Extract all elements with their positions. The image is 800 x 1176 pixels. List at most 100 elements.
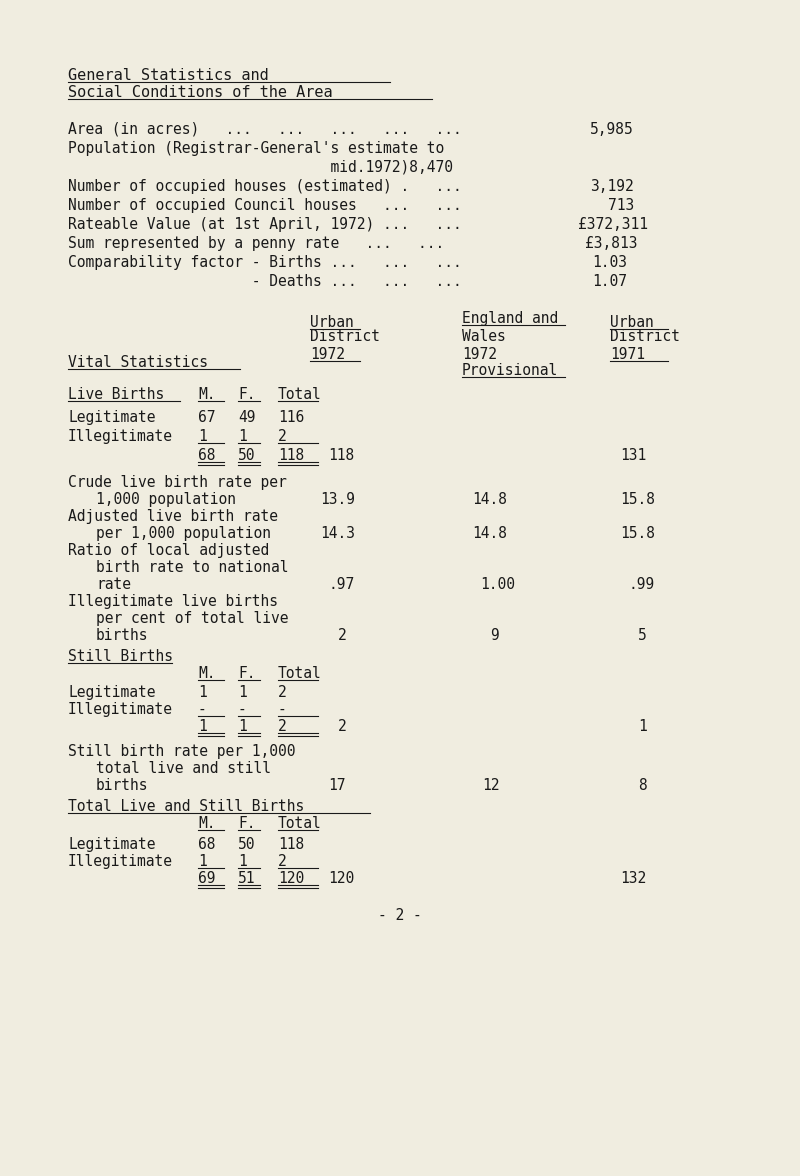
Text: 131: 131 [620,448,646,463]
Text: Total Live and Still Births: Total Live and Still Births [68,799,304,814]
Text: 50: 50 [238,837,255,851]
Text: Area (in acres)   ...   ...   ...   ...   ...: Area (in acres) ... ... ... ... ... [68,122,462,136]
Text: 1972: 1972 [310,347,345,362]
Text: 120: 120 [278,871,304,886]
Text: Rateable Value (at 1st April, 1972) ...   ...: Rateable Value (at 1st April, 1972) ... … [68,218,462,232]
Text: 2: 2 [278,684,286,700]
Text: .97: .97 [328,577,354,592]
Text: 118: 118 [328,448,354,463]
Text: 3,192: 3,192 [590,179,634,194]
Text: F.: F. [238,816,255,831]
Text: F.: F. [238,666,255,681]
Text: 132: 132 [620,871,646,886]
Text: 713: 713 [608,198,634,213]
Text: Illegitimate: Illegitimate [68,702,173,717]
Text: 1971: 1971 [610,347,645,362]
Text: Live Births: Live Births [68,387,164,402]
Text: 1: 1 [638,719,646,734]
Text: 1.07: 1.07 [592,274,627,289]
Text: .99: .99 [628,577,654,592]
Text: 120: 120 [328,871,354,886]
Text: 15.8: 15.8 [620,492,655,507]
Text: 12: 12 [482,779,499,793]
Text: Illegitimate: Illegitimate [68,429,173,445]
Text: 1: 1 [198,854,206,869]
Text: 14.3: 14.3 [320,526,355,541]
Text: 14.8: 14.8 [472,492,507,507]
Text: Vital Statistics: Vital Statistics [68,355,208,370]
Text: 2: 2 [338,628,346,643]
Text: Number of occupied Council houses   ...   ...: Number of occupied Council houses ... ..… [68,198,462,213]
Text: 49: 49 [238,410,255,425]
Text: Crude live birth rate per: Crude live birth rate per [68,475,286,490]
Text: 1.03: 1.03 [592,255,627,270]
Text: Number of occupied houses (estimated) .   ...: Number of occupied houses (estimated) . … [68,179,462,194]
Text: -: - [278,702,286,717]
Text: 5,985: 5,985 [590,122,634,136]
Text: 1: 1 [238,719,246,734]
Text: F.: F. [238,387,255,402]
Text: Ratio of local adjusted: Ratio of local adjusted [68,543,270,557]
Text: 5: 5 [638,628,646,643]
Text: M.: M. [198,816,215,831]
Text: M.: M. [198,666,215,681]
Text: 69: 69 [198,871,215,886]
Text: birth rate to national: birth rate to national [96,560,289,575]
Text: 1: 1 [238,429,246,445]
Text: 2: 2 [338,719,346,734]
Text: per cent of total live: per cent of total live [96,612,289,626]
Text: Legitimate: Legitimate [68,410,155,425]
Text: District: District [310,329,380,345]
Text: 67: 67 [198,410,215,425]
Text: 1.00: 1.00 [480,577,515,592]
Text: Urban: Urban [610,315,654,330]
Text: Social Conditions of the Area: Social Conditions of the Area [68,85,333,100]
Text: 118: 118 [278,448,304,463]
Text: Population (Registrar-General's estimate to: Population (Registrar-General's estimate… [68,141,444,156]
Text: District: District [610,329,680,345]
Text: Provisional: Provisional [462,363,558,377]
Text: Illegitimate live births: Illegitimate live births [68,594,278,609]
Text: 1: 1 [238,684,246,700]
Text: 13.9: 13.9 [320,492,355,507]
Text: -: - [238,702,246,717]
Text: 1: 1 [198,429,206,445]
Text: rate: rate [96,577,131,592]
Text: Still birth rate per 1,000: Still birth rate per 1,000 [68,744,295,759]
Text: 8: 8 [638,779,646,793]
Text: Comparability factor - Births ...   ...   ...: Comparability factor - Births ... ... ..… [68,255,462,270]
Text: births: births [96,628,149,643]
Text: England and: England and [462,310,558,326]
Text: 51: 51 [238,871,255,886]
Text: 118: 118 [278,837,304,851]
Text: 2: 2 [278,854,286,869]
Text: births: births [96,779,149,793]
Text: 15.8: 15.8 [620,526,655,541]
Text: Illegitimate: Illegitimate [68,854,173,869]
Text: 1,000 population: 1,000 population [96,492,236,507]
Text: - 2 -: - 2 - [378,908,422,923]
Text: Total: Total [278,387,322,402]
Text: 116: 116 [278,410,304,425]
Text: - Deaths ...   ...   ...: - Deaths ... ... ... [68,274,462,289]
Text: Legitimate: Legitimate [68,837,155,851]
Text: 14.8: 14.8 [472,526,507,541]
Text: 2: 2 [278,429,286,445]
Text: Sum represented by a penny rate   ...   ...: Sum represented by a penny rate ... ... [68,236,444,250]
Text: £372,311: £372,311 [578,218,648,232]
Text: Total: Total [278,666,322,681]
Text: 1: 1 [198,684,206,700]
Text: 1: 1 [238,854,246,869]
Text: 1: 1 [198,719,206,734]
Text: 2: 2 [278,719,286,734]
Text: M.: M. [198,387,215,402]
Text: 50: 50 [238,448,255,463]
Text: Urban: Urban [310,315,354,330]
Text: Still Births: Still Births [68,649,173,664]
Text: 17: 17 [328,779,346,793]
Text: Wales: Wales [462,329,506,345]
Text: total live and still: total live and still [96,761,271,776]
Text: General Statistics and: General Statistics and [68,68,269,83]
Text: mid.1972)8,470: mid.1972)8,470 [68,160,453,175]
Text: 68: 68 [198,837,215,851]
